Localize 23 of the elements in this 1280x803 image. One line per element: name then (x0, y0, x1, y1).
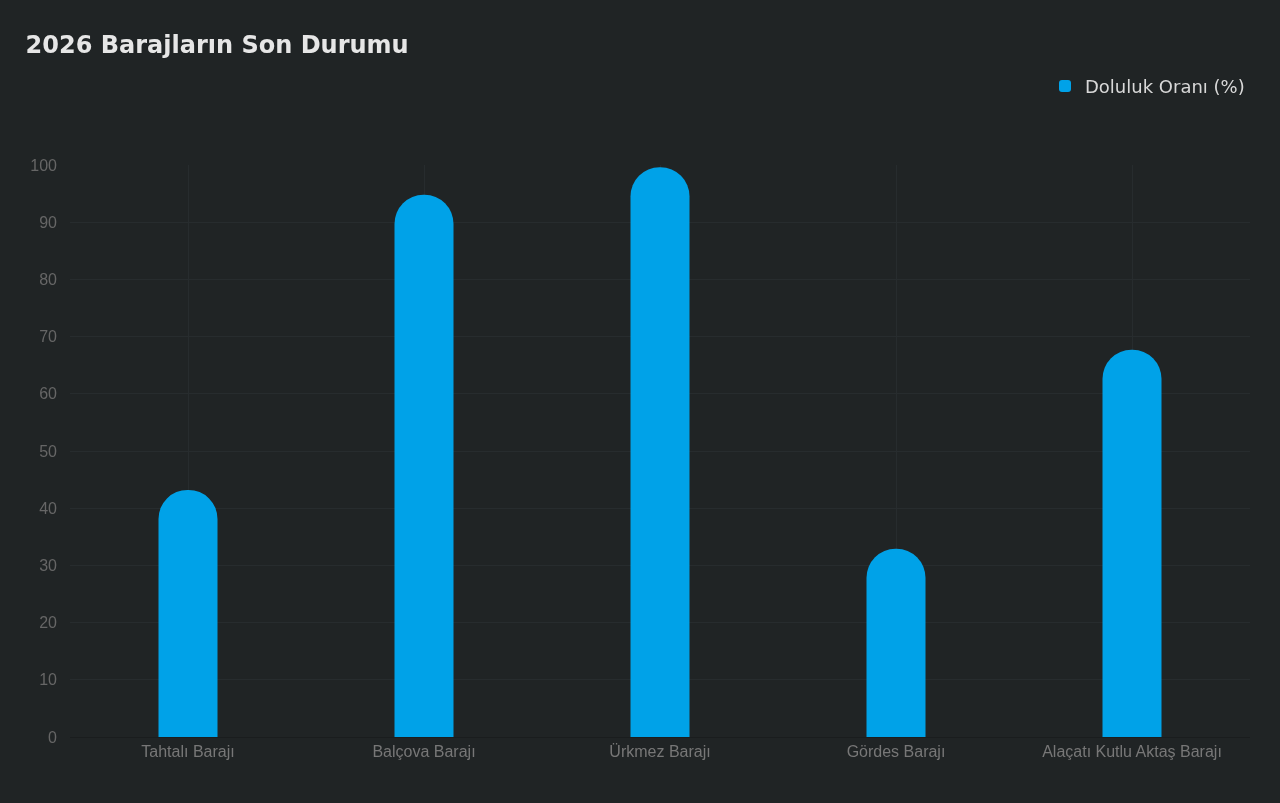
y-tick-label: 100 (30, 156, 58, 174)
bar (158, 489, 218, 737)
x-tick-label: Ürkmez Barajı (609, 743, 711, 761)
x-tick-label: Alaçatı Kutlu Aktaş Barajı (1042, 743, 1222, 761)
x-tick-label: Gördes Barajı (846, 743, 946, 761)
y-tick-label: 90 (39, 213, 58, 231)
chart-title: 2026 Barajların Son Durumu (25, 30, 409, 59)
bar (394, 194, 454, 737)
y-tick-label: 70 (39, 328, 58, 346)
y-tick-label: 30 (39, 557, 58, 574)
y-tick-label: 20 (39, 614, 58, 632)
y-tick-label: 10 (39, 671, 58, 689)
bar (630, 167, 690, 737)
y-tick-label: 60 (39, 385, 58, 403)
y-tick-label: 50 (39, 442, 58, 460)
x-tick-label: Balçova Barajı (372, 743, 476, 761)
bar (866, 548, 926, 737)
legend-label: Doluluk Oranı (%) (1085, 75, 1245, 97)
y-tick-label: 0 (48, 728, 58, 746)
bar (1102, 349, 1162, 737)
y-tick-label: 40 (39, 499, 58, 517)
x-tick-label: Tahtalı Barajı (141, 743, 235, 761)
y-tick-label: 80 (39, 271, 58, 288)
